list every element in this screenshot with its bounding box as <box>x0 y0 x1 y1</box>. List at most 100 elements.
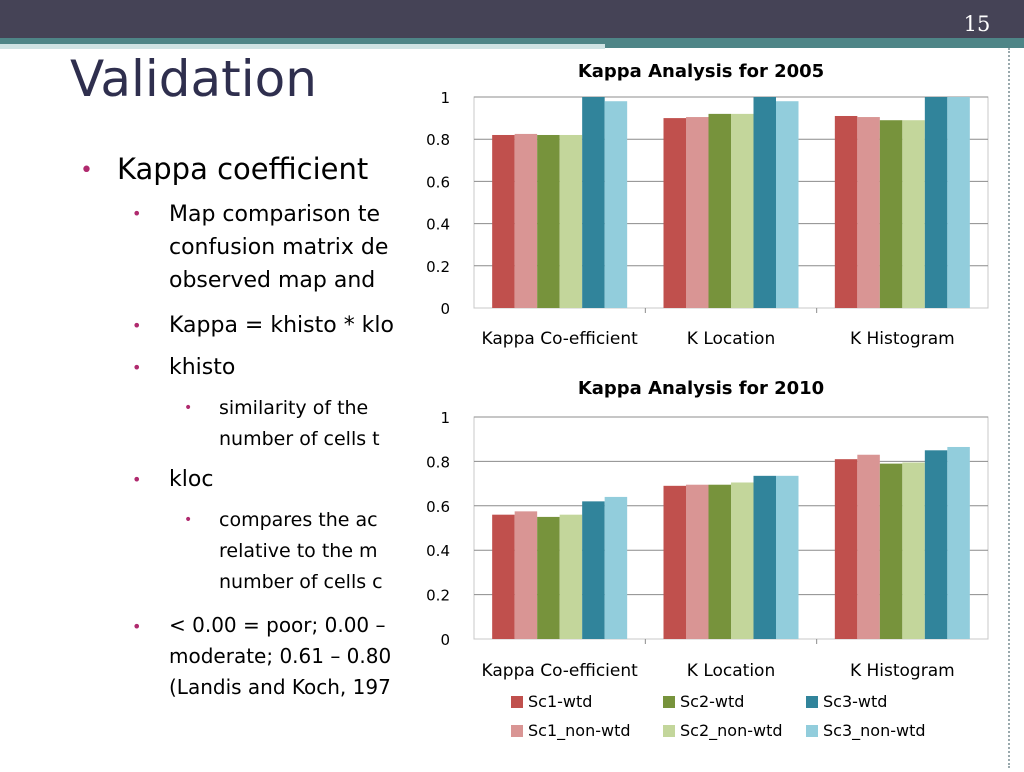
bullet-kappa-scale: < 0.00 = poor; 0.00 – moderate; 0.61 – 0… <box>169 610 391 703</box>
bar-sc1-wtd-k-location <box>663 485 686 639</box>
bar-sc2-non-wtd-kappa-co-efficient <box>559 134 583 308</box>
bar-sc2-wtd-k-location <box>708 484 731 639</box>
bar-sc3-non-wtd-kappa-co-efficient <box>604 496 628 639</box>
y-tick-label: 0.4 <box>426 542 450 560</box>
bullet-line: confusion matrix de <box>169 235 389 260</box>
bar-sc3-wtd-k-histogram <box>924 97 948 308</box>
bar-sc3-wtd-k-histogram <box>924 450 948 639</box>
bullet-line: relative to the m <box>219 540 378 562</box>
y-tick-label: 0.4 <box>426 216 450 234</box>
legend-swatch-sc1-non-wtd <box>511 725 523 737</box>
bar-sc1-wtd-k-histogram <box>834 115 858 308</box>
bullet-line: observed map and <box>169 268 376 293</box>
bullet-marker: • <box>132 470 142 489</box>
bullet-marker: • <box>132 204 142 223</box>
bar-sc1-non-wtd-kappa-co-efficient <box>514 511 538 639</box>
accent-band-light <box>0 44 605 49</box>
bar-sc2-wtd-kappa-co-efficient <box>537 134 560 308</box>
chart-title: Kappa Analysis for 2010 <box>578 378 824 399</box>
chart-panel: Kappa Analysis for 2005 0 0.2 0.4 0.6 0.8 1 Kap… <box>414 52 1006 768</box>
bar-sc3-non-wtd-k-histogram <box>947 446 970 639</box>
category-label: K Location <box>687 661 775 681</box>
bullet-marker: • <box>132 617 142 636</box>
bullet-kloc-detail: compares the ac relative to the m number… <box>219 505 383 598</box>
legend-label-sc2-non-wtd: Sc2_non-wtd <box>680 721 783 741</box>
bullet-marker: • <box>132 358 142 377</box>
legend-label-sc3-non-wtd: Sc3_non-wtd <box>823 721 926 741</box>
kappa-charts: Kappa Analysis for 200500.20.40.60.81Kap… <box>426 61 989 741</box>
bar-sc2-non-wtd-k-location <box>731 482 754 639</box>
top-banner <box>0 0 1024 38</box>
bar-sc1-wtd-k-histogram <box>834 459 858 639</box>
y-tick-label: 0.8 <box>426 131 450 149</box>
bar-sc3-non-wtd-kappa-co-efficient <box>604 101 628 308</box>
bar-sc3-non-wtd-k-location <box>776 101 799 308</box>
bar-sc3-wtd-k-location <box>753 475 776 639</box>
bullet-khisto: khisto <box>169 355 236 380</box>
dotted-rail <box>1008 48 1010 768</box>
y-tick-label: 0 <box>440 631 450 649</box>
bar-sc1-non-wtd-k-histogram <box>857 117 880 308</box>
bullet-marker: • <box>80 158 93 183</box>
bar-sc1-wtd-kappa-co-efficient <box>492 514 515 639</box>
bar-sc3-non-wtd-k-histogram <box>947 97 970 308</box>
bar-sc2-wtd-k-histogram <box>879 463 903 639</box>
slide-number: 15 <box>963 12 991 36</box>
category-label: Kappa Co-efficient <box>482 329 639 349</box>
legend-label-sc1-non-wtd: Sc1_non-wtd <box>528 721 631 741</box>
bullet-line: compares the ac <box>219 509 378 531</box>
legend-swatch-sc3-wtd <box>806 696 818 708</box>
y-tick-label: 0 <box>440 300 450 318</box>
y-tick-label: 1 <box>440 409 450 427</box>
category-label: K Histogram <box>850 661 955 681</box>
bar-sc1-non-wtd-k-histogram <box>857 454 880 639</box>
category-label: K Location <box>687 329 775 349</box>
bar-sc1-non-wtd-k-location <box>686 117 709 308</box>
bullet-kappa-coefficient: Kappa coefficient <box>117 152 369 186</box>
legend-swatch-sc2-non-wtd <box>663 725 675 737</box>
slide-title: Validation <box>70 50 317 108</box>
bar-sc1-non-wtd-kappa-co-efficient <box>514 133 538 308</box>
bar-sc2-wtd-k-histogram <box>879 120 903 309</box>
bullet-kloc: kloc <box>169 467 214 492</box>
bullet-khisto-detail: similarity of the number of cells t <box>219 393 380 455</box>
bullet-line: number of cells c <box>219 571 383 593</box>
bullet-list: • Kappa coefficient • Map comparison te … <box>0 0 412 768</box>
chart-title: Kappa Analysis for 2005 <box>578 61 824 82</box>
bar-sc2-non-wtd-kappa-co-efficient <box>559 514 583 639</box>
bar-sc1-non-wtd-k-location <box>686 484 709 639</box>
bullet-kappa-formula: Kappa = khisto * klo <box>169 313 394 338</box>
bullet-marker: • <box>132 316 142 335</box>
bullet-marker: • <box>184 512 193 528</box>
y-tick-label: 0.6 <box>426 173 450 191</box>
legend-label-sc3-wtd: Sc3-wtd <box>823 692 887 711</box>
y-tick-label: 0.8 <box>426 453 450 471</box>
chart-kappa-analysis-for-2005: Kappa Analysis for 2005 0 0.2 0.4 0.6 0.8 1 Kap… <box>426 61 989 349</box>
legend-swatch-sc3-non-wtd <box>806 725 818 737</box>
bullet-line: Map comparison te <box>169 202 381 227</box>
bar-sc2-non-wtd-k-location <box>731 113 754 308</box>
y-tick-label: 0.2 <box>426 258 450 276</box>
bullet-line: moderate; 0.61 – 0.80 <box>169 644 392 668</box>
bullet-marker: • <box>184 400 193 416</box>
bullet-map-comparison: Map comparison te confusion matrix de ob… <box>169 198 388 297</box>
bar-sc3-non-wtd-k-location <box>776 475 799 639</box>
bullet-line: < 0.00 = poor; 0.00 – <box>169 613 386 637</box>
chart-kappa-analysis-for-2010: Kappa Analysis for 2010 0 0.2 0.4 0.6 0.8 1 Kap… <box>426 378 989 681</box>
bar-sc2-wtd-k-location <box>708 113 731 308</box>
bar-sc2-non-wtd-k-histogram <box>902 462 925 639</box>
legend-label-sc1-wtd: Sc1-wtd <box>528 692 592 711</box>
bar-sc1-wtd-kappa-co-efficient <box>492 134 515 308</box>
legend-label-sc2-wtd: Sc2-wtd <box>680 692 744 711</box>
bar-sc1-wtd-k-location <box>663 118 686 308</box>
y-tick-label: 0.2 <box>426 587 450 605</box>
bar-sc3-wtd-kappa-co-efficient <box>582 501 605 639</box>
legend: Sc1-wtd Sc2-wtd Sc3-wtd Sc1_non-wtd Sc2_non-… <box>511 692 926 741</box>
y-tick-label: 0.6 <box>426 498 450 516</box>
accent-band <box>0 38 1024 48</box>
category-label: Kappa Co-efficient <box>482 661 639 681</box>
legend-swatch-sc2-wtd <box>663 696 675 708</box>
bar-sc2-wtd-kappa-co-efficient <box>537 516 560 639</box>
bullet-line: similarity of the <box>219 397 369 419</box>
bar-sc3-wtd-k-location <box>753 97 776 308</box>
